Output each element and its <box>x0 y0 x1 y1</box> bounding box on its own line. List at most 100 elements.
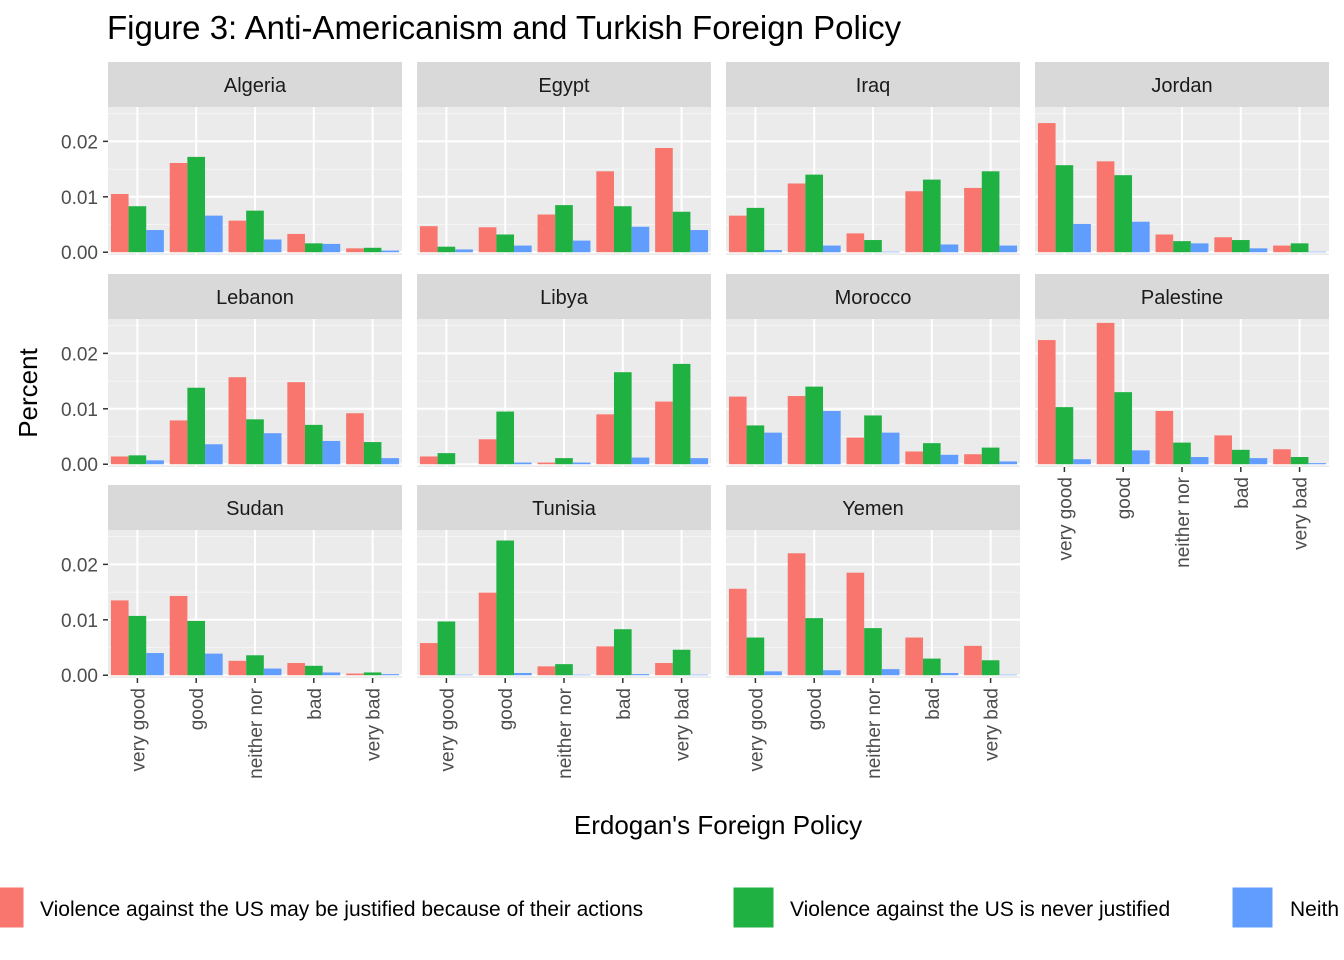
bar <box>805 386 824 465</box>
bar <box>1114 175 1133 253</box>
bar <box>1273 449 1291 465</box>
y-axis-title: Percent <box>13 347 43 437</box>
bar <box>596 171 614 253</box>
legend-key <box>1231 886 1274 929</box>
facet-yemen: Yemen very good good neither nor bad very bad <box>726 485 1020 779</box>
bar <box>1073 223 1091 253</box>
bar <box>246 210 264 253</box>
bar <box>537 214 556 253</box>
bar <box>690 674 709 676</box>
bar <box>1249 458 1268 465</box>
bar <box>572 674 591 676</box>
bar <box>764 671 782 676</box>
bar <box>823 670 841 676</box>
legend-key <box>0 886 25 929</box>
x-tick-label: very good <box>746 688 767 771</box>
bar <box>455 674 473 676</box>
facet-strip-label: Sudan <box>226 498 284 520</box>
bar <box>613 206 632 253</box>
bar <box>514 673 532 676</box>
bar <box>905 637 923 676</box>
bar <box>596 646 614 676</box>
bar <box>287 233 305 253</box>
bar <box>922 443 941 465</box>
bar <box>728 215 747 253</box>
bar <box>728 588 747 676</box>
facet-lebanon: Lebanon 0.00 0.01 0.02 <box>61 274 402 476</box>
bar <box>496 234 515 253</box>
bar <box>846 572 865 676</box>
facet-jordan: Jordan <box>1035 62 1329 255</box>
facet-panels: Algeria 0.00 0.01 0.02 Egypt Iraq Jordan Lebano… <box>61 62 1329 779</box>
legend-label: Violence against the US may be justified… <box>40 898 643 921</box>
bar <box>728 396 747 465</box>
bar <box>1308 251 1327 253</box>
bar <box>555 458 573 465</box>
bar <box>1214 435 1232 465</box>
bar <box>999 245 1018 253</box>
bar <box>322 672 341 676</box>
legend-key <box>732 886 775 929</box>
bar <box>964 454 982 465</box>
bar <box>881 432 900 465</box>
facet-strip-label: Palestine <box>1141 287 1223 309</box>
bar <box>146 653 164 676</box>
bar <box>110 600 129 676</box>
bar <box>1273 245 1291 253</box>
x-tick-label: good <box>1114 477 1135 519</box>
bar <box>263 239 282 253</box>
x-tick-label: bad <box>1232 477 1253 509</box>
bar <box>672 363 691 465</box>
bar <box>381 674 400 676</box>
x-tick-label: bad <box>614 688 635 720</box>
x-tick-label: good <box>805 688 826 730</box>
bar <box>169 595 188 676</box>
bar <box>187 620 206 676</box>
bar <box>1190 243 1209 253</box>
facet-tunisia: Tunisia very good good neither nor bad very b… <box>417 485 711 779</box>
y-tick-label: 0.01 <box>61 188 98 209</box>
x-tick-label: very good <box>128 688 149 771</box>
bar <box>537 462 556 465</box>
bar <box>1037 123 1056 253</box>
bar <box>478 439 497 465</box>
y-tick-label: 0.02 <box>61 132 98 153</box>
bar <box>1096 161 1115 253</box>
bar <box>746 637 765 676</box>
bar <box>146 230 164 253</box>
bar <box>613 629 632 676</box>
bar <box>764 250 782 253</box>
bar <box>940 673 959 676</box>
bar <box>1173 241 1191 253</box>
bar <box>346 413 364 465</box>
bar <box>746 425 765 465</box>
bar <box>246 419 264 465</box>
bar <box>922 658 941 676</box>
bar <box>864 240 882 253</box>
x-tick-label: neither nor <box>555 687 576 779</box>
bar <box>905 191 923 253</box>
bar <box>514 462 532 465</box>
bar <box>655 148 673 253</box>
bar <box>304 665 323 676</box>
bar <box>981 447 1000 465</box>
bar <box>631 226 650 253</box>
facet-strip <box>1035 274 1329 319</box>
bar <box>805 618 824 676</box>
bar <box>746 207 765 253</box>
bar <box>672 211 691 253</box>
bar <box>864 415 882 465</box>
facet-egypt: Egypt <box>417 62 711 255</box>
bar <box>631 457 650 465</box>
bar <box>304 424 323 465</box>
legend-entry: Neith <box>1231 886 1339 929</box>
bar <box>363 672 382 676</box>
bar <box>1037 340 1056 465</box>
bar <box>655 401 673 465</box>
bar <box>455 249 473 253</box>
bar <box>169 162 188 253</box>
bar <box>787 183 806 253</box>
legend-label: Neith <box>1290 898 1339 921</box>
bar <box>964 645 982 676</box>
bar <box>1290 457 1309 465</box>
